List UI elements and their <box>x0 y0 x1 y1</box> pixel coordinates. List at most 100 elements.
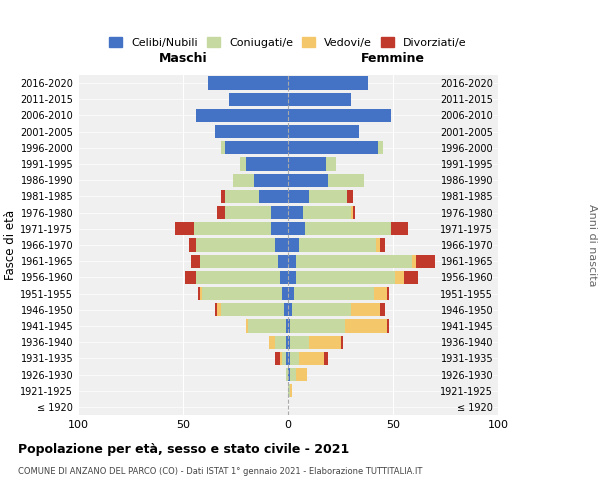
Bar <box>286 320 288 332</box>
Bar <box>217 303 221 316</box>
Bar <box>391 222 408 235</box>
Bar <box>288 320 290 332</box>
Bar <box>288 287 295 300</box>
Bar <box>387 287 389 300</box>
Bar <box>380 238 385 252</box>
Bar <box>175 222 193 235</box>
Bar <box>275 238 288 252</box>
Bar <box>288 206 303 220</box>
Bar <box>374 287 387 300</box>
Bar <box>233 174 254 187</box>
Bar <box>196 238 275 252</box>
Bar <box>296 254 412 268</box>
Bar <box>380 303 385 316</box>
Bar <box>309 336 341 349</box>
Bar <box>290 336 309 349</box>
Bar <box>341 336 343 349</box>
Bar <box>288 76 368 90</box>
Bar <box>288 238 299 252</box>
Bar <box>324 352 328 365</box>
Bar <box>200 287 202 300</box>
Bar <box>185 270 196 284</box>
Bar <box>271 206 288 220</box>
Bar <box>271 222 288 235</box>
Bar <box>387 320 389 332</box>
Bar <box>288 125 359 138</box>
Bar <box>288 352 290 365</box>
Bar <box>221 303 284 316</box>
Bar <box>248 320 286 332</box>
Bar <box>280 352 282 365</box>
Bar <box>229 92 288 106</box>
Bar <box>217 206 225 220</box>
Bar <box>288 141 379 154</box>
Bar <box>202 287 282 300</box>
Bar <box>286 368 288 381</box>
Bar <box>351 206 353 220</box>
Bar <box>280 270 288 284</box>
Bar <box>196 109 288 122</box>
Bar <box>344 320 387 332</box>
Bar <box>275 336 286 349</box>
Bar <box>347 190 353 203</box>
Bar <box>299 352 324 365</box>
Bar <box>288 109 391 122</box>
Bar <box>305 222 391 235</box>
Bar <box>288 254 296 268</box>
Bar <box>295 287 374 300</box>
Text: Femmine: Femmine <box>361 52 425 65</box>
Bar <box>225 190 259 203</box>
Bar <box>296 270 395 284</box>
Bar <box>277 254 288 268</box>
Bar <box>288 336 290 349</box>
Bar <box>395 270 404 284</box>
Bar <box>193 222 271 235</box>
Bar <box>254 174 288 187</box>
Bar <box>292 303 351 316</box>
Bar <box>275 352 280 365</box>
Bar <box>416 254 435 268</box>
Bar <box>246 320 248 332</box>
Bar <box>412 254 416 268</box>
Bar <box>282 352 286 365</box>
Bar <box>286 352 288 365</box>
Bar <box>288 303 292 316</box>
Bar <box>221 141 225 154</box>
Bar <box>191 254 200 268</box>
Bar <box>288 222 305 235</box>
Bar <box>246 158 288 170</box>
Bar <box>288 270 296 284</box>
Legend: Celibi/Nubili, Coniugati/e, Vedovi/e, Divorziati/e: Celibi/Nubili, Coniugati/e, Vedovi/e, Di… <box>105 33 471 52</box>
Bar <box>326 158 337 170</box>
Bar <box>284 303 288 316</box>
Bar <box>221 190 225 203</box>
Bar <box>190 238 196 252</box>
Bar <box>288 158 326 170</box>
Bar <box>269 336 275 349</box>
Bar <box>296 368 307 381</box>
Bar <box>198 287 200 300</box>
Text: Maschi: Maschi <box>158 52 208 65</box>
Bar <box>290 384 292 398</box>
Bar <box>290 352 299 365</box>
Bar <box>215 125 288 138</box>
Bar <box>288 384 290 398</box>
Bar <box>288 190 309 203</box>
Bar <box>215 303 217 316</box>
Y-axis label: Fasce di età: Fasce di età <box>4 210 17 280</box>
Bar <box>379 141 383 154</box>
Bar <box>288 174 328 187</box>
Bar <box>286 336 288 349</box>
Bar <box>353 206 355 220</box>
Text: Popolazione per età, sesso e stato civile - 2021: Popolazione per età, sesso e stato civil… <box>18 442 349 456</box>
Bar <box>200 254 277 268</box>
Bar <box>290 320 345 332</box>
Bar <box>351 303 380 316</box>
Bar <box>240 158 246 170</box>
Bar <box>309 190 347 203</box>
Bar <box>225 206 271 220</box>
Bar <box>303 206 351 220</box>
Text: COMUNE DI ANZANO DEL PARCO (CO) - Dati ISTAT 1° gennaio 2021 - Elaborazione TUTT: COMUNE DI ANZANO DEL PARCO (CO) - Dati I… <box>18 468 422 476</box>
Bar <box>288 368 290 381</box>
Bar <box>208 76 288 90</box>
